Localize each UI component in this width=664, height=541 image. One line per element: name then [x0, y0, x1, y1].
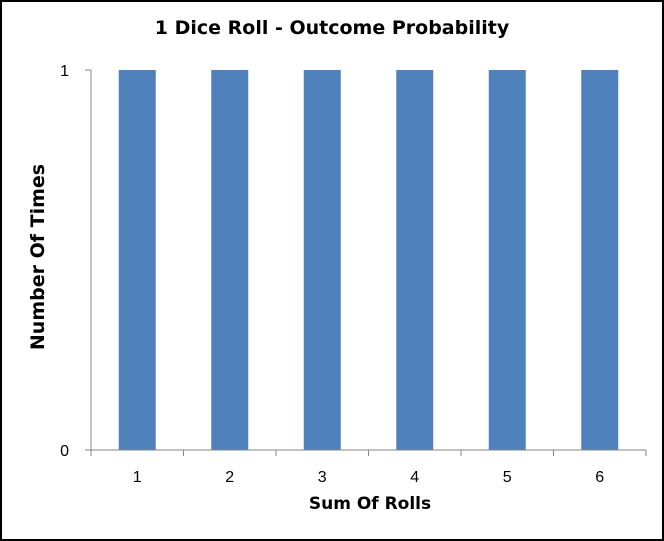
bar-1	[118, 70, 156, 450]
bar-4	[396, 70, 434, 450]
x-ticks-group: 1 2 3 4 5 6	[90, 450, 647, 486]
x-tick-label-6: 6	[595, 469, 604, 486]
y-tick-label-0: 0	[60, 443, 69, 460]
x-tick-label-1: 1	[133, 469, 142, 486]
axes-group	[90, 70, 646, 451]
bars-group	[118, 70, 619, 450]
x-tick-label-4: 4	[410, 469, 419, 486]
y-ticks-group: 01	[60, 63, 91, 460]
bar-3	[303, 70, 341, 450]
bar-2	[211, 70, 249, 450]
y-tick-label-1: 1	[60, 63, 69, 80]
x-tick-label-2: 2	[225, 469, 234, 486]
x-axis-label: Sum Of Rolls	[308, 494, 432, 514]
x-tick-label-5: 5	[503, 469, 512, 486]
bar-5	[488, 70, 526, 450]
chart-title: 1 Dice Roll - Outcome Probability	[154, 17, 510, 39]
bar-6	[581, 70, 619, 450]
x-tick-label-3: 3	[318, 469, 327, 486]
